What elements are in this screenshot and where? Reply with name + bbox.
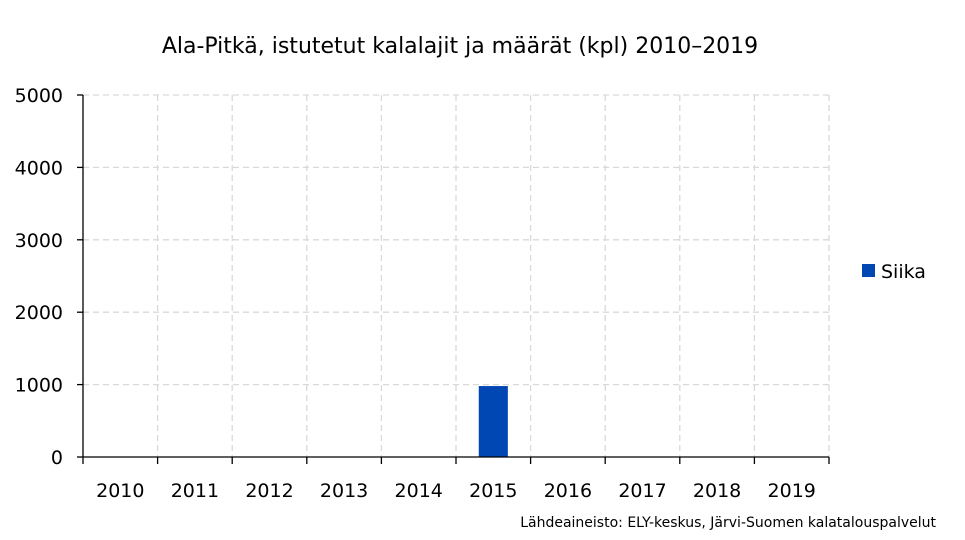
x-tick-label: 2016 [544,480,592,502]
chart-title: Ala-Pitkä, istutetut kalalajit ja määrät… [162,34,758,59]
x-tick-label: 2014 [395,480,443,502]
bars [478,386,508,457]
y-tick-label: 4000 [15,157,63,179]
legend-label-siika: Siika [881,261,926,283]
y-tick-label: 5000 [15,85,63,107]
y-tick-label: 2000 [15,302,63,324]
x-tick-label: 2013 [320,480,368,502]
source-note: Lähdeaineisto: ELY-keskus, Järvi-Suomen … [520,515,936,531]
x-tick-label: 2019 [768,480,816,502]
axes [77,94,830,464]
legend: Siika [862,261,926,283]
x-tick-label: 2011 [171,480,219,502]
x-tick-label: 2012 [245,480,293,502]
y-tick-label: 1000 [15,375,63,397]
x-tick-label: 2017 [618,480,666,502]
bar-2015 [478,386,508,457]
grid [83,94,830,457]
y-tick-label: 0 [51,447,63,469]
x-tick-label: 2018 [693,480,741,502]
x-ticks: 2010 2011 2012 2013 2014 2015 2016 2017 2018 2019 [96,480,816,502]
y-ticks: 0 1000 2000 3000 4000 5000 [15,85,63,469]
x-tick-label: 2010 [96,480,144,502]
y-tick-label: 3000 [15,230,63,252]
legend-swatch-siika [862,264,875,277]
x-tick-label: 2015 [469,480,517,502]
